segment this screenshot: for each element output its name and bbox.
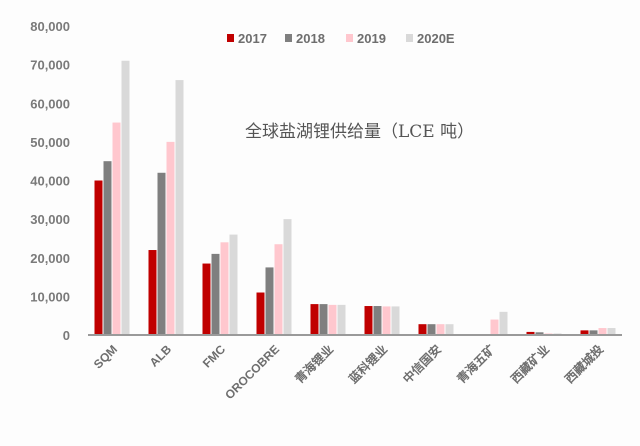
bar-2018-FMC xyxy=(211,253,220,335)
bar-2020E-西藏城投 xyxy=(607,328,616,335)
x-tick-label: 蓝科锂业 xyxy=(346,342,391,387)
bar-2017-蓝科锂业 xyxy=(364,306,373,335)
bar-2020E-青海锂业 xyxy=(337,304,346,335)
bar-2019-中信国安 xyxy=(436,324,445,335)
bar-2017-SQM xyxy=(94,180,103,335)
y-tick-label: 30,000 xyxy=(30,212,70,227)
bar-2019-SQM xyxy=(112,122,121,335)
y-tick-label: 0 xyxy=(63,328,70,343)
legend-label: 2020E xyxy=(417,31,455,46)
y-tick-label: 10,000 xyxy=(30,289,70,304)
legend-swatch-2017 xyxy=(227,34,234,42)
y-axis: 0 10,000 20,000 30,000 40,000 50,000 60,000 70,… xyxy=(30,19,70,343)
bar-2018-蓝科锂业 xyxy=(373,306,382,335)
x-tick-label: OROCOBRE xyxy=(222,342,282,402)
legend-label: 2018 xyxy=(296,31,325,46)
x-tick-label: 西藏城投 xyxy=(562,342,607,387)
legend-swatch-2019 xyxy=(346,34,353,42)
bar-2017-青海锂业 xyxy=(310,304,319,335)
bars xyxy=(94,60,616,335)
bar-2018-中信国安 xyxy=(427,324,436,335)
bar-2018-OROCOBRE xyxy=(265,267,274,335)
x-tick-label: SQM xyxy=(91,342,120,371)
bar-2019-西藏城投 xyxy=(598,328,607,335)
bar-2020E-SQM xyxy=(121,60,130,335)
chart-title: 全球盐湖锂供给量（LCE 吨） xyxy=(245,122,474,142)
x-tick-label: 西藏矿业 xyxy=(508,342,553,387)
y-tick-label: 40,000 xyxy=(30,174,70,189)
bar-2020E-OROCOBRE xyxy=(283,219,292,335)
bar-2017-ALB xyxy=(148,250,157,335)
bar-2020E-中信国安 xyxy=(445,324,454,335)
bar-2017-中信国安 xyxy=(418,324,427,335)
y-tick-label: 20,000 xyxy=(30,251,70,266)
bar-2018-ALB xyxy=(157,172,166,335)
x-tick-label: 青海五矿 xyxy=(454,342,499,387)
bar-2020E-青海五矿 xyxy=(499,311,508,335)
bar-2017-西藏城投 xyxy=(580,330,589,335)
legend-label: 2017 xyxy=(238,31,267,46)
bar-2019-蓝科锂业 xyxy=(382,306,391,335)
bar-2018-青海锂业 xyxy=(319,304,328,335)
bar-2017-OROCOBRE xyxy=(256,292,265,335)
bar-2017-西藏矿业 xyxy=(526,331,535,335)
bar-2019-青海五矿 xyxy=(490,319,499,335)
x-tick-label: FMC xyxy=(200,342,229,371)
legend-swatch-2018 xyxy=(285,34,292,42)
bar-2020E-ALB xyxy=(175,80,184,335)
x-tick-label: 中信国安 xyxy=(400,342,445,387)
legend-swatch-2020E xyxy=(406,34,413,42)
x-tick-label: 青海锂业 xyxy=(292,342,337,387)
bar-2020E-蓝科锂业 xyxy=(391,306,400,335)
y-tick-label: 70,000 xyxy=(30,58,70,73)
bar-2018-西藏矿业 xyxy=(535,332,544,335)
y-tick-label: 60,000 xyxy=(30,96,70,111)
bar-2018-西藏城投 xyxy=(589,330,598,335)
legend: 2017 2018 2019 2020E xyxy=(227,31,455,46)
y-tick-label: 80,000 xyxy=(30,19,70,34)
legend-label: 2019 xyxy=(357,31,386,46)
y-tick-label: 50,000 xyxy=(30,135,70,150)
bar-2017-FMC xyxy=(202,263,211,335)
bar-2020E-FMC xyxy=(229,234,238,335)
bar-2019-FMC xyxy=(220,242,229,335)
bar-2019-ALB xyxy=(166,141,175,335)
bar-2019-青海锂业 xyxy=(328,304,337,335)
bar-2019-OROCOBRE xyxy=(274,244,283,335)
x-tick-label: ALB xyxy=(147,342,175,370)
bar-2018-SQM xyxy=(103,161,112,335)
